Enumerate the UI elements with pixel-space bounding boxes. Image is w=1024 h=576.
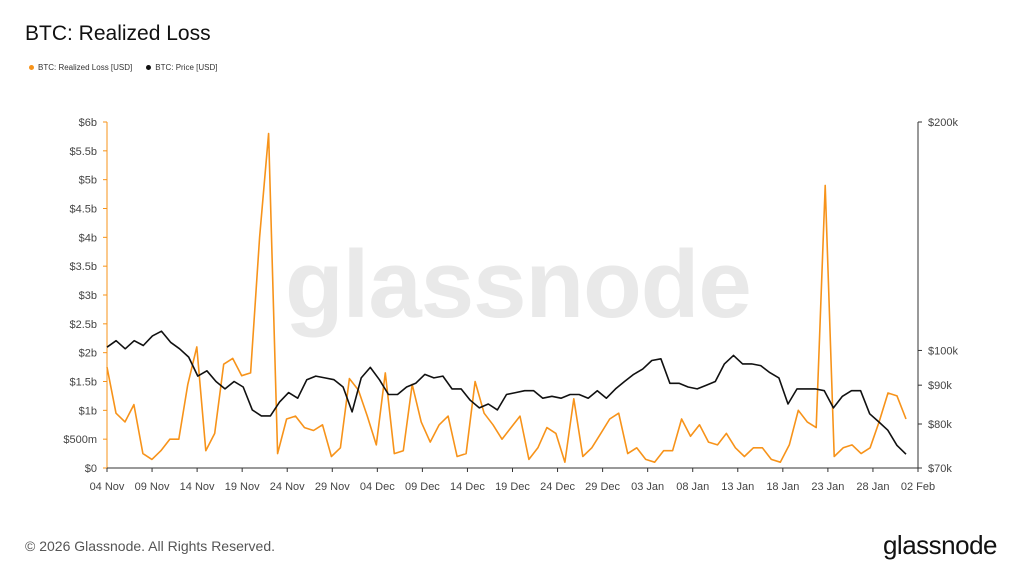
y-left-tick-label: $5b (79, 175, 97, 187)
y-left-tick-label: $500m (63, 434, 97, 446)
y-right-tick-label: $90k (928, 380, 952, 392)
brand-logo: glassnode (882, 530, 998, 560)
y-left-tick-label: $2b (79, 348, 97, 360)
x-tick-label: 24 Nov (270, 481, 305, 493)
legend-label-price: BTC: Price [USD] (155, 63, 218, 72)
legend-item-price[interactable]: BTC: Price [USD] (146, 63, 218, 72)
x-tick-label: 13 Jan (721, 481, 754, 493)
y-left-tick-label: $6b (79, 117, 97, 129)
series-line-price (106, 330, 907, 455)
x-tick-label: 03 Jan (631, 481, 664, 493)
copyright-text: © 2026 Glassnode. All Rights Reserved. (25, 538, 276, 554)
y-left-tick-label: $4.5b (69, 204, 97, 216)
x-tick-label: 18 Jan (766, 481, 799, 493)
x-tick-label: 04 Dec (360, 481, 395, 493)
x-tick-label: 23 Jan (811, 481, 844, 493)
x-tick-label: 08 Jan (676, 481, 709, 493)
y-left-tick-label: $2.5b (69, 319, 97, 331)
x-tick-label: 14 Nov (180, 481, 215, 493)
legend-label-loss: BTC: Realized Loss [USD] (38, 63, 133, 72)
y-left-tick-label: $1b (79, 405, 97, 417)
y-right-tick-label: $100k (928, 345, 958, 357)
x-tick-label: 29 Nov (315, 481, 350, 493)
x-tick-label: 19 Dec (495, 481, 530, 493)
legend-dot-loss (29, 65, 34, 70)
y-left-tick-label: $3b (79, 290, 97, 302)
y-right-tick-label: $200k (928, 117, 958, 129)
watermark: glassnode (285, 231, 752, 338)
y-left-tick-label: $0 (85, 463, 97, 475)
x-tick-label: 24 Dec (540, 481, 575, 493)
y-left-tick-label: $1.5b (69, 377, 97, 389)
x-tick-label: 29 Dec (585, 481, 620, 493)
x-tick-label: 09 Nov (135, 481, 170, 493)
x-tick-label: 14 Dec (450, 481, 485, 493)
legend-item-loss[interactable]: BTC: Realized Loss [USD] (29, 63, 132, 72)
y-left-tick-label: $3.5b (69, 261, 97, 273)
x-tick-label: 02 Feb (901, 481, 935, 493)
y-right-tick-label: $70k (928, 463, 952, 475)
y-right-tick-label: $80k (928, 419, 952, 431)
x-tick-label: 04 Nov (90, 481, 125, 493)
x-tick-label: 28 Jan (856, 481, 889, 493)
y-left-tick-label: $4b (79, 232, 97, 244)
chart-title: BTC: Realized Loss (25, 22, 211, 45)
chart-legend: BTC: Realized Loss [USD] BTC: Price [USD… (29, 63, 218, 72)
y-left-tick-label: $5.5b (69, 146, 97, 158)
legend-dot-price (146, 65, 152, 70)
series-line-realized-loss (106, 132, 907, 463)
x-tick-label: 19 Nov (225, 481, 260, 493)
x-tick-label: 09 Dec (405, 481, 440, 493)
